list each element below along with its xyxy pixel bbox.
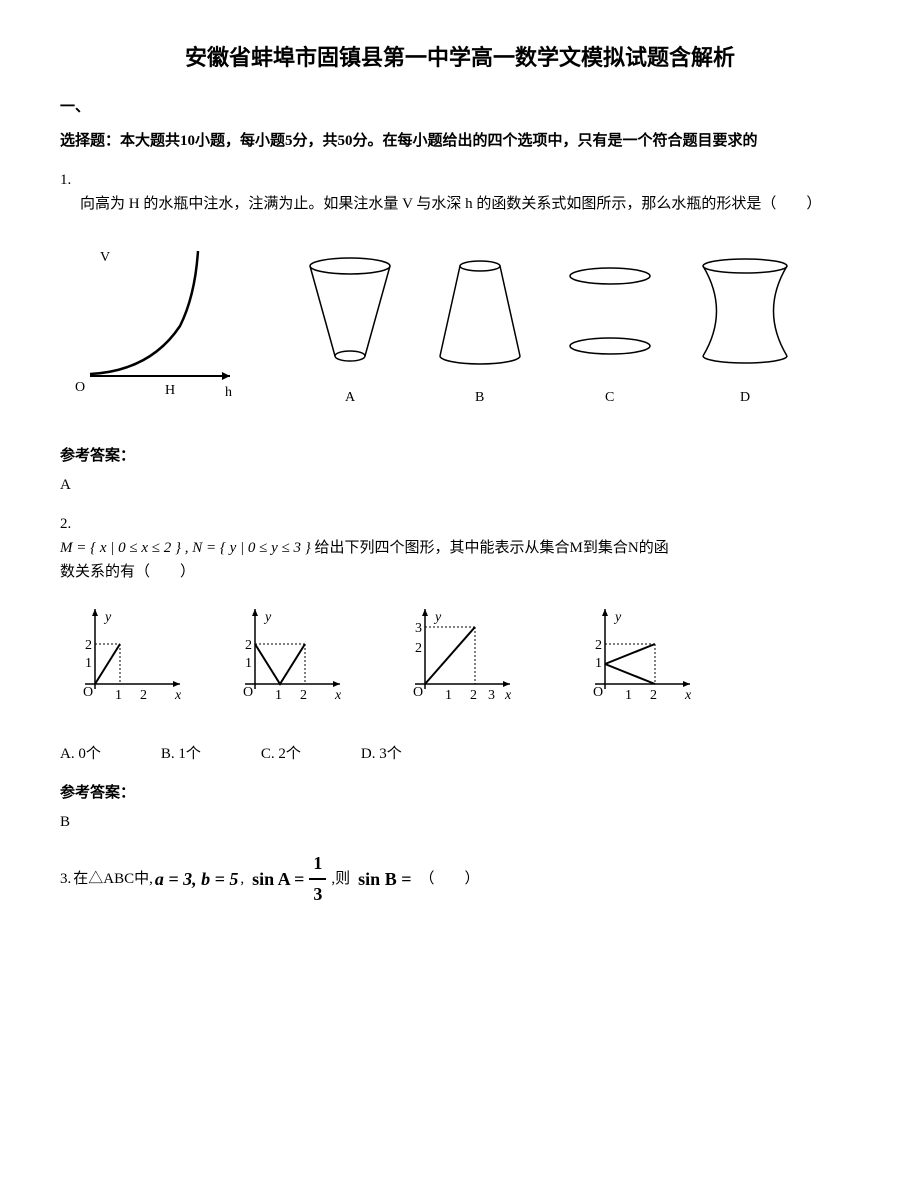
svg-text:x: x <box>174 688 182 703</box>
q3-prefix: 在△ABC中, <box>73 867 153 891</box>
svg-text:1: 1 <box>275 688 282 703</box>
q2-options: A. 0个 B. 1个 C. 2个 D. 3个 <box>60 742 860 766</box>
q3-sinB: sin B = <box>358 865 411 894</box>
q2-option-d: D. 3个 <box>361 742 402 766</box>
q2-text1: 给出下列四个图形，其中能表示从集合M到集合N的函 <box>315 540 669 556</box>
answer-label-1: 参考答案： <box>60 444 860 468</box>
svg-text:2: 2 <box>300 688 307 703</box>
q2-set-expr: M = { x | 0 ≤ x ≤ 2 } , N = { y | 0 ≤ y … <box>60 540 311 556</box>
svg-text:O: O <box>83 685 93 700</box>
q3-frac: 1 3 <box>309 849 326 909</box>
svg-text:D: D <box>740 390 750 405</box>
svg-text:2: 2 <box>470 688 477 703</box>
svg-text:3: 3 <box>415 621 422 636</box>
q2-answer: B <box>60 810 860 834</box>
svg-text:O: O <box>593 685 603 700</box>
svg-text:2: 2 <box>85 638 92 653</box>
svg-text:1: 1 <box>115 688 122 703</box>
q3-sinA: sin A = <box>252 865 304 894</box>
svg-text:2: 2 <box>140 688 147 703</box>
q3-frac-num: 1 <box>309 849 326 880</box>
svg-text:2: 2 <box>245 638 252 653</box>
page-title: 安徽省蚌埠市固镇县第一中学高一数学文模拟试题含解析 <box>60 40 860 75</box>
question-2: 2. M = { x | 0 ≤ x ≤ 2 } , N = { y | 0 ≤… <box>60 512 860 766</box>
q3-comma1: , <box>240 867 244 891</box>
svg-text:y: y <box>433 610 442 625</box>
svg-text:2: 2 <box>415 641 422 656</box>
svg-text:h: h <box>225 385 232 400</box>
q1-diagrams: V O H h A <box>60 236 860 424</box>
svg-text:2: 2 <box>650 688 657 703</box>
svg-text:C: C <box>605 390 614 405</box>
svg-text:y: y <box>613 610 622 625</box>
svg-text:x: x <box>504 688 512 703</box>
svg-text:y: y <box>263 610 272 625</box>
svg-text:V: V <box>100 250 110 265</box>
svg-text:H: H <box>165 383 175 398</box>
q1-svg: V O H h A <box>60 236 840 416</box>
q3-ab: a = 3, b = 5 <box>155 865 239 894</box>
q2-option-b: B. 1个 <box>161 742 201 766</box>
svg-text:1: 1 <box>245 656 252 671</box>
q2-text2: 数关系的有（ ） <box>60 560 860 584</box>
question-1: 1. 向高为 H 的水瓶中注水，注满为止。如果注水量 V 与水深 h 的函数关系… <box>60 168 860 424</box>
svg-text:x: x <box>334 688 342 703</box>
q3-suffix: （ ） <box>419 867 479 891</box>
q3-num: 3. <box>60 867 71 891</box>
svg-text:O: O <box>243 685 253 700</box>
question-3: 3. 在△ABC中, a = 3, b = 5 , sin A = 1 3 ,则… <box>60 849 860 909</box>
answer-label-2: 参考答案： <box>60 781 860 805</box>
q1-num: 1. <box>60 172 71 188</box>
q2-diagrams: y x O 2 1 1 2 y x O 2 1 <box>60 604 860 722</box>
svg-text:x: x <box>684 688 692 703</box>
svg-text:O: O <box>413 685 423 700</box>
q2-option-a: A. 0个 <box>60 742 101 766</box>
svg-text:y: y <box>103 610 112 625</box>
q3-comma2: ,则 <box>331 867 350 891</box>
svg-text:3: 3 <box>488 688 495 703</box>
section-heading: 一、 <box>60 95 860 119</box>
instructions: 选择题：本大题共10小题，每小题5分，共50分。在每小题给出的四个选项中，只有是… <box>60 129 860 153</box>
svg-text:1: 1 <box>85 656 92 671</box>
svg-text:1: 1 <box>595 656 602 671</box>
svg-text:B: B <box>475 390 484 405</box>
q2-num: 2. <box>60 516 71 532</box>
svg-text:2: 2 <box>595 638 602 653</box>
q1-answer: A <box>60 473 860 497</box>
svg-text:1: 1 <box>445 688 452 703</box>
q3-frac-den: 3 <box>309 880 326 909</box>
q2-option-c: C. 2个 <box>261 742 301 766</box>
q2-svg: y x O 2 1 1 2 y x O 2 1 <box>60 604 760 714</box>
q1-text: 向高为 H 的水瓶中注水，注满为止。如果注水量 V 与水深 h 的函数关系式如图… <box>80 192 860 216</box>
svg-text:1: 1 <box>625 688 632 703</box>
svg-text:A: A <box>345 390 356 405</box>
svg-text:O: O <box>75 380 85 395</box>
